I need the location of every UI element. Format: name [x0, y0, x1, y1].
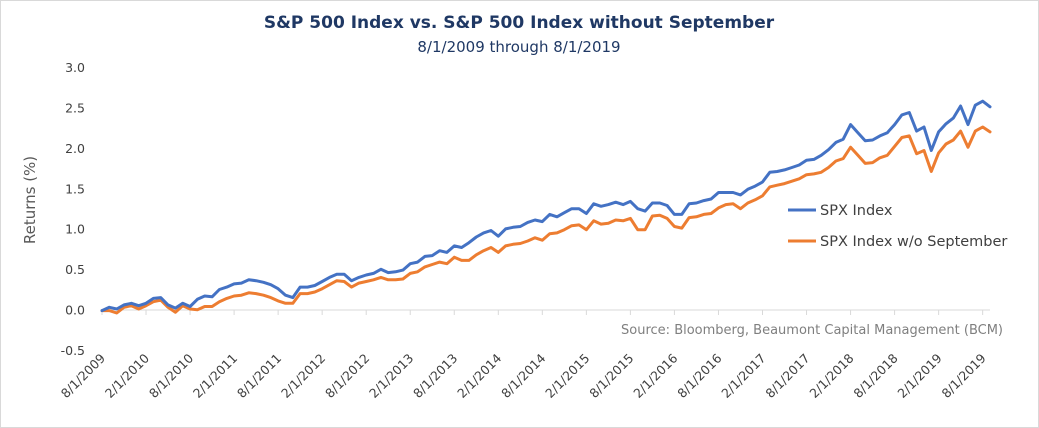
x-tick-label: 2/1/2016 — [630, 350, 680, 400]
x-tick-label: 8/1/2012 — [322, 351, 372, 401]
y-tick-label: 1.0 — [65, 222, 85, 237]
source-note: Source: Bloomberg, Beaumont Capital Mana… — [621, 323, 1003, 338]
x-tick-label: 2/1/2012 — [278, 351, 328, 401]
chart-subtitle: 8/1/2009 through 8/1/2019 — [417, 38, 620, 56]
x-tick-label: 2/1/2010 — [102, 350, 152, 400]
chart-title: S&P 500 Index vs. S&P 500 Index without … — [264, 13, 775, 33]
y-tick-label: 1.5 — [65, 181, 85, 196]
y-tick-label: 3.0 — [65, 60, 85, 75]
x-tick-label: 8/1/2018 — [850, 350, 900, 400]
x-tick-label: 2/1/2014 — [454, 350, 504, 400]
x-tick-label: 2/1/2019 — [894, 350, 944, 400]
x-tick-label: 8/1/2019 — [938, 350, 988, 400]
series-group — [100, 99, 992, 315]
x-tick-label: 8/1/2014 — [498, 350, 548, 400]
y-tick-group: 3.0 2.5 2.0 1.5 1.0 0.5 0.0 -0.5 — [61, 60, 85, 358]
y-axis-label: Returns (%) — [21, 156, 39, 244]
x-tick-label: 8/1/2017 — [762, 351, 812, 401]
x-tick-label: 2/1/2015 — [542, 351, 592, 401]
y-tick-label: 2.5 — [65, 100, 85, 115]
y-tick-label: 2.0 — [65, 141, 85, 156]
x-tick-label: 8/1/2016 — [674, 350, 724, 400]
x-tick-label: 2/1/2013 — [366, 351, 416, 401]
series-line-spx — [100, 99, 992, 313]
x-tick-label: 8/1/2011 — [234, 351, 284, 401]
x-tick-label: 2/1/2018 — [806, 350, 856, 400]
legend: SPX Index SPX Index w/o September — [788, 203, 1007, 250]
x-tick-label: 8/1/2013 — [410, 351, 460, 401]
series-line-spx-wo-september — [100, 125, 992, 315]
y-tick-label: -0.5 — [61, 343, 85, 358]
legend-label: SPX Index — [820, 203, 893, 219]
x-tick-label: 8/1/2009 — [58, 350, 108, 400]
x-tick-label: 2/1/2017 — [718, 351, 768, 401]
y-tick-label: 0.5 — [65, 262, 85, 277]
y-tick-label: 0.0 — [65, 303, 85, 318]
x-tick-label: 8/1/2015 — [586, 351, 636, 401]
x-tick-label: 8/1/2010 — [146, 350, 196, 400]
legend-label: SPX Index w/o September — [820, 234, 1007, 250]
x-tick-label: 2/1/2011 — [190, 351, 240, 401]
